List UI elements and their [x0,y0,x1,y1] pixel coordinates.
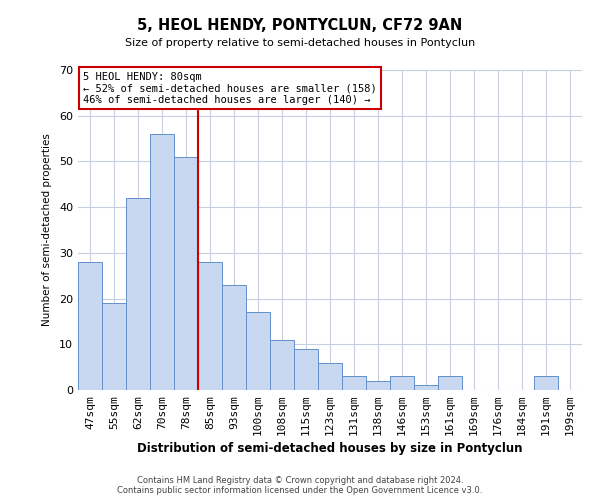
Bar [414,386,438,390]
Bar [366,381,390,390]
Bar [318,362,342,390]
Text: 5, HEOL HENDY, PONTYCLUN, CF72 9AN: 5, HEOL HENDY, PONTYCLUN, CF72 9AN [137,18,463,32]
Text: Size of property relative to semi-detached houses in Pontyclun: Size of property relative to semi-detach… [125,38,475,48]
X-axis label: Distribution of semi-detached houses by size in Pontyclun: Distribution of semi-detached houses by … [137,442,523,456]
Text: Contains HM Land Registry data © Crown copyright and database right 2024.
Contai: Contains HM Land Registry data © Crown c… [118,476,482,495]
Bar [534,376,558,390]
Y-axis label: Number of semi-detached properties: Number of semi-detached properties [42,134,52,326]
Bar [102,303,126,390]
Bar [174,157,198,390]
Bar [342,376,366,390]
Bar [126,198,150,390]
Bar [246,312,270,390]
Bar [390,376,414,390]
Bar [78,262,102,390]
Bar [294,349,318,390]
Text: 5 HEOL HENDY: 80sqm
← 52% of semi-detached houses are smaller (158)
46% of semi-: 5 HEOL HENDY: 80sqm ← 52% of semi-detach… [83,72,377,105]
Bar [438,376,462,390]
Bar [198,262,222,390]
Bar [270,340,294,390]
Bar [150,134,174,390]
Bar [222,285,246,390]
